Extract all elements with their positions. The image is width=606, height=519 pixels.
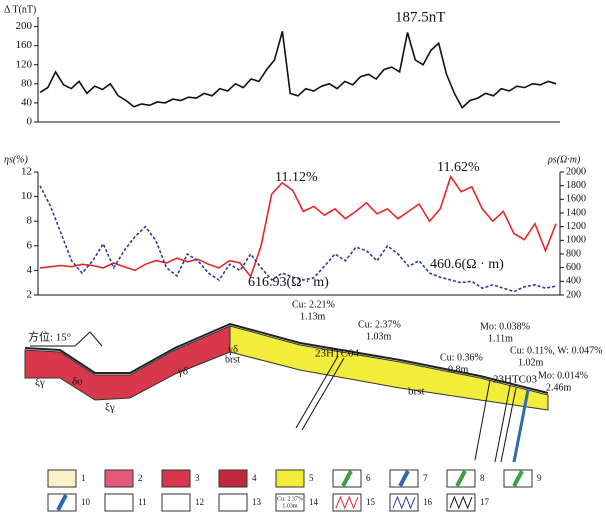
rock-label: brst xyxy=(225,354,240,365)
annotation: 187.5nT xyxy=(395,9,445,25)
legend-number: 8 xyxy=(480,473,485,483)
assay-note: Mo: 0.038% xyxy=(480,321,530,332)
assay-note: 2.46m xyxy=(546,382,572,393)
trench-label: 23HTC03 xyxy=(493,374,538,386)
y2-tick-label: 600 xyxy=(566,262,581,273)
assay-note: Cu: 2.21% xyxy=(292,299,335,310)
legend-swatch xyxy=(162,470,190,487)
y2-axis-label: ρs(Ω·m) xyxy=(547,154,581,165)
y2-tick-label: 200 xyxy=(566,289,581,300)
legend-swatch xyxy=(162,494,190,511)
legend-number: 14 xyxy=(309,497,319,507)
legend-number: 17 xyxy=(480,497,490,507)
y-tick-label: 12 xyxy=(21,166,32,178)
legend-swatch xyxy=(219,494,247,511)
assay-note: Cu: 0.11%, W: 0.047% xyxy=(510,345,602,356)
figure: 0408012016020024681012200400600800100012… xyxy=(0,0,606,519)
legend-number: 10 xyxy=(81,497,91,507)
legend-sample: 1.03m xyxy=(282,503,298,509)
assay-note: Mo: 0.014% xyxy=(538,370,588,381)
rock-label: γδ xyxy=(177,366,188,378)
series-line xyxy=(40,31,556,107)
y-tick-label: 4 xyxy=(27,264,33,276)
legend-sample: Cu: 2.37% xyxy=(277,496,303,502)
legend-number: 3 xyxy=(195,473,200,483)
orientation-arrow xyxy=(75,332,102,346)
legend-number: 12 xyxy=(195,497,204,507)
legend-swatch xyxy=(105,494,133,511)
assay-note: 1.11m xyxy=(488,333,513,344)
legend-number: 15 xyxy=(366,497,376,507)
rock-label: ξγ xyxy=(105,402,115,414)
y-axis-label: Δ T(nT) xyxy=(4,4,36,15)
annotation: 460.6(Ω · m) xyxy=(430,257,504,272)
legend-number: 2 xyxy=(138,473,143,483)
assay-note: Cu: 0.36% xyxy=(440,352,483,363)
legend-number: 1 xyxy=(81,473,86,483)
y-tick-label: 10 xyxy=(21,190,33,202)
assay-note: 1.13m xyxy=(300,311,326,322)
y-tick-label: 8 xyxy=(27,215,33,227)
y-tick-label: 120 xyxy=(16,58,33,70)
y-tick-label: 6 xyxy=(27,239,33,251)
legend-swatch xyxy=(219,470,247,487)
y-tick-label: 160 xyxy=(16,39,33,51)
y-tick-label: 80 xyxy=(21,77,33,89)
legend-number: 4 xyxy=(252,473,257,483)
rock-label: δο xyxy=(72,376,83,388)
y2-tick-label: 1400 xyxy=(566,207,586,218)
y-tick-label: 200 xyxy=(16,20,33,32)
legend-number: 16 xyxy=(423,497,433,507)
legend-number: 5 xyxy=(309,473,314,483)
legend-number: 7 xyxy=(423,473,428,483)
y2-tick-label: 1200 xyxy=(566,221,586,232)
y2-tick-label: 1600 xyxy=(566,194,586,205)
y2-tick-label: 1800 xyxy=(566,180,586,191)
y-tick-label: 0 xyxy=(27,116,33,128)
legend-swatch xyxy=(105,470,133,487)
assay-note: 1.03m xyxy=(366,331,392,342)
legend-number: 11 xyxy=(138,497,147,507)
assay-note: Cu: 2.37% xyxy=(358,319,401,330)
y2-tick-label: 800 xyxy=(566,248,581,259)
y-tick-label: 2 xyxy=(27,289,33,301)
assay-note: 1.02m xyxy=(518,357,544,368)
legend-swatch xyxy=(48,470,76,487)
annotation: 616.93(Ω · m) xyxy=(248,275,329,290)
rock-label: brst xyxy=(408,386,425,398)
orientation: 方位: 15° xyxy=(28,330,71,344)
legend-number: 9 xyxy=(537,473,542,483)
assay-note: 0.8m xyxy=(448,364,469,375)
legend-number: 13 xyxy=(252,497,262,507)
legend-number: 6 xyxy=(366,473,371,483)
legend-swatch xyxy=(276,470,304,487)
y-tick-label: 40 xyxy=(21,96,33,108)
y2-tick-label: 2000 xyxy=(566,166,586,177)
y2-tick-label: 1000 xyxy=(566,235,586,246)
annotation: 11.62% xyxy=(437,160,480,175)
y2-tick-label: 400 xyxy=(566,276,581,287)
y-axis-label: ηs(%) xyxy=(4,154,29,165)
rock-label: ξγ xyxy=(35,377,45,389)
annotation: 11.12% xyxy=(275,170,318,185)
trench-label: 23HTC04 xyxy=(315,348,360,360)
